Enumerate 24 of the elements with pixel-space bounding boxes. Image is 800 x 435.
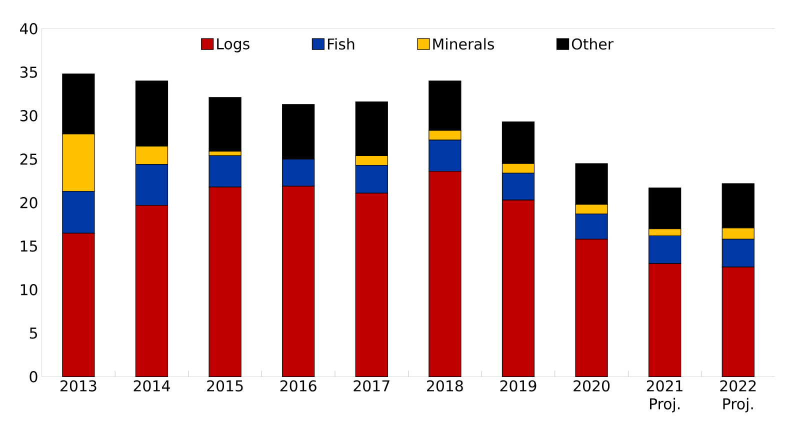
x-tick-label: 2013 [60, 380, 96, 392]
y-tick-label: 30 [20, 110, 38, 122]
legend-label: Fish [328, 38, 354, 50]
legend-label: Logs [217, 38, 250, 52]
y-tick-label: 40 [20, 23, 38, 34]
x-tick-label: 2022 Proj. [720, 380, 756, 412]
x-tick-label: 2015 [207, 380, 243, 392]
y-tick-label: 15 [20, 240, 37, 252]
x-tick-label: 2017 [354, 380, 390, 392]
x-tick-label: 2014 [134, 380, 170, 392]
x-tick-label: 2021 Proj. [646, 380, 682, 412]
y-tick-label: 5 [30, 328, 37, 339]
y-tick-label: 35 [20, 66, 37, 78]
bar [208, 97, 242, 152]
y-tick-label: 0 [30, 371, 38, 382]
y-tick-label: 10 [20, 284, 38, 296]
y-tick-label: 20 [20, 197, 38, 208]
x-tick-label: 2016 [280, 380, 316, 392]
x-tick-label: 2019 [500, 380, 536, 392]
y-tick-label: 25 [20, 154, 37, 165]
x-tick-label: 2020 [574, 380, 610, 392]
legend-label: Minerals [433, 38, 494, 50]
x-tick-label: 2018 [427, 380, 463, 392]
legend-label: Other [572, 38, 614, 50]
